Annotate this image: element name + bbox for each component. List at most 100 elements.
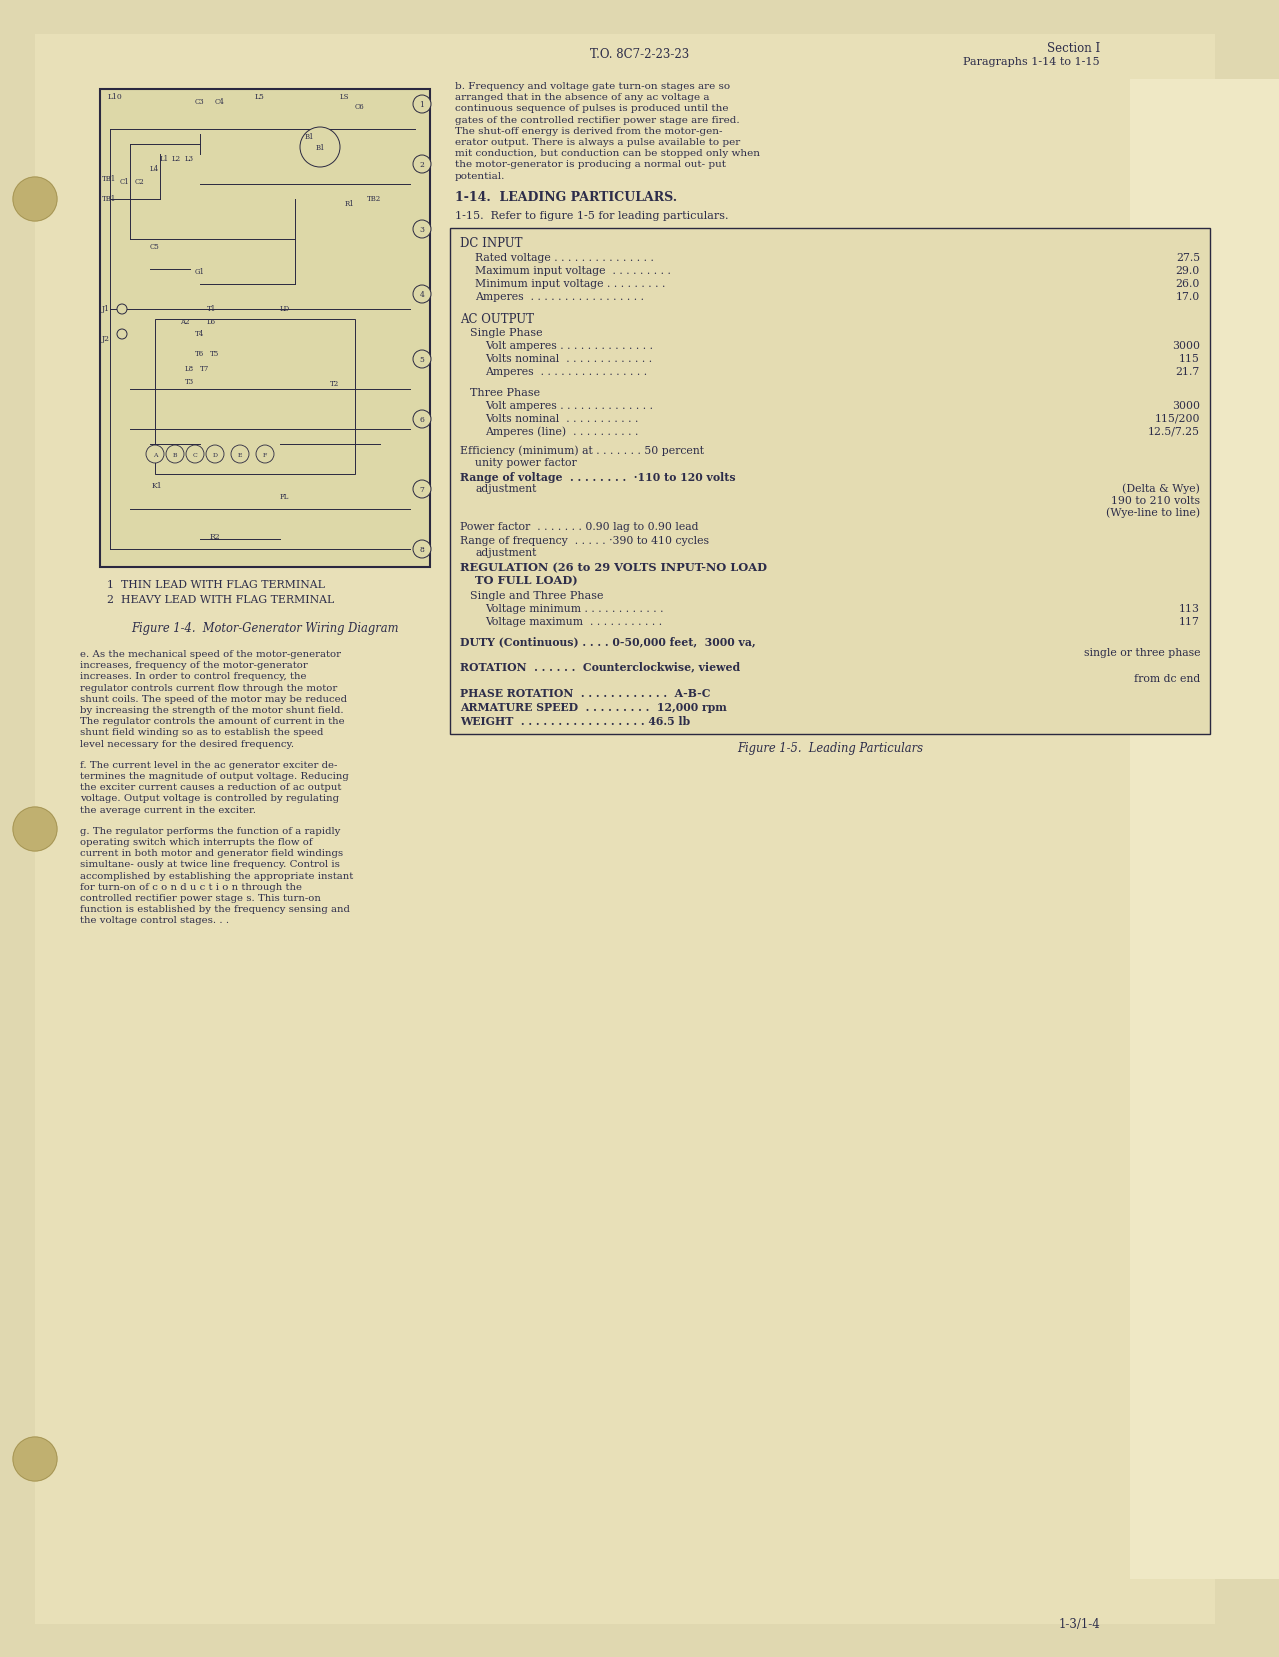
- Text: 115: 115: [1179, 353, 1200, 363]
- Text: L10: L10: [107, 93, 123, 101]
- Text: accomplished by establishing the appropriate instant: accomplished by establishing the appropr…: [81, 872, 353, 880]
- Text: shunt field winding so as to establish the speed: shunt field winding so as to establish t…: [81, 727, 324, 737]
- Circle shape: [206, 446, 224, 464]
- Text: T6: T6: [194, 350, 205, 358]
- Text: TB1: TB1: [102, 176, 116, 182]
- Text: A: A: [152, 452, 157, 457]
- Text: Minimum input voltage . . . . . . . . .: Minimum input voltage . . . . . . . . .: [475, 278, 665, 288]
- Text: J2: J2: [102, 335, 110, 343]
- Text: 190 to 210 volts: 190 to 210 volts: [1111, 495, 1200, 505]
- Text: 2  HEAVY LEAD WITH FLAG TERMINAL: 2 HEAVY LEAD WITH FLAG TERMINAL: [107, 595, 334, 605]
- Circle shape: [301, 128, 340, 167]
- Text: unity power factor: unity power factor: [475, 457, 577, 467]
- Text: C6: C6: [356, 103, 365, 111]
- Text: T4: T4: [194, 330, 205, 338]
- Text: The shut-off energy is derived from the motor-gen-: The shut-off energy is derived from the …: [455, 126, 723, 136]
- Circle shape: [116, 330, 127, 340]
- Circle shape: [413, 220, 431, 239]
- Text: the voltage control stages. . .: the voltage control stages. . .: [81, 916, 229, 925]
- Text: LD: LD: [280, 305, 290, 313]
- Text: 113: 113: [1179, 603, 1200, 613]
- Text: voltage. Output voltage is controlled by regulating: voltage. Output voltage is controlled by…: [81, 794, 339, 804]
- Text: PHASE ROTATION  . . . . . . . . . . . .  A-B-C: PHASE ROTATION . . . . . . . . . . . . A…: [460, 688, 711, 698]
- Text: TB1: TB1: [102, 196, 116, 202]
- Text: 21.7: 21.7: [1175, 366, 1200, 376]
- Circle shape: [413, 351, 431, 370]
- Text: the average current in the exciter.: the average current in the exciter.: [81, 805, 256, 814]
- Text: increases. In order to control frequency, the: increases. In order to control frequency…: [81, 673, 307, 681]
- Circle shape: [166, 446, 184, 464]
- Text: DC INPUT: DC INPUT: [460, 237, 523, 250]
- Text: Range of frequency  . . . . . ·390 to 410 cycles: Range of frequency . . . . . ·390 to 410…: [460, 535, 709, 545]
- Text: B: B: [173, 452, 178, 457]
- Text: Single Phase: Single Phase: [469, 328, 542, 338]
- Text: current in both motor and generator field windings: current in both motor and generator fiel…: [81, 848, 343, 858]
- Text: T7: T7: [200, 365, 210, 373]
- Text: level necessary for the desired frequency.: level necessary for the desired frequenc…: [81, 739, 294, 749]
- Text: single or three phase: single or three phase: [1083, 648, 1200, 658]
- Text: F: F: [263, 452, 267, 457]
- Circle shape: [13, 1437, 58, 1481]
- Text: C: C: [193, 452, 197, 457]
- Text: DUTY (Continuous) . . . . 0-50,000 feet,  3000 va,: DUTY (Continuous) . . . . 0-50,000 feet,…: [460, 635, 756, 646]
- Text: Maximum input voltage  . . . . . . . . .: Maximum input voltage . . . . . . . . .: [475, 265, 671, 275]
- Text: R1: R1: [345, 200, 354, 207]
- Text: T1: T1: [207, 305, 216, 313]
- Text: e. As the mechanical speed of the motor-generator: e. As the mechanical speed of the motor-…: [81, 650, 341, 658]
- Text: function is established by the frequency sensing and: function is established by the frequency…: [81, 905, 350, 913]
- Text: 2: 2: [420, 161, 425, 169]
- Text: 3000: 3000: [1172, 401, 1200, 411]
- Circle shape: [13, 807, 58, 852]
- Text: L5: L5: [255, 93, 265, 101]
- Text: A2: A2: [180, 318, 189, 326]
- Text: 26.0: 26.0: [1175, 278, 1200, 288]
- Text: 7: 7: [420, 486, 425, 494]
- Text: b. Frequency and voltage gate turn-on stages are so: b. Frequency and voltage gate turn-on st…: [455, 81, 730, 91]
- Text: ARMATURE SPEED  . . . . . . . . .  12,000 rpm: ARMATURE SPEED . . . . . . . . . 12,000 …: [460, 701, 726, 713]
- Text: 1-14.  LEADING PARTICULARS.: 1-14. LEADING PARTICULARS.: [455, 191, 677, 204]
- Bar: [1131, 80, 1279, 1579]
- Text: The regulator controls the amount of current in the: The regulator controls the amount of cur…: [81, 717, 344, 726]
- Text: shunt coils. The speed of the motor may be reduced: shunt coils. The speed of the motor may …: [81, 694, 347, 703]
- Circle shape: [413, 156, 431, 174]
- Text: Efficiency (minimum) at . . . . . . . 50 percent: Efficiency (minimum) at . . . . . . . 50…: [460, 446, 703, 456]
- Text: L2: L2: [171, 154, 182, 162]
- Text: arranged that in the absence of any ac voltage a: arranged that in the absence of any ac v…: [455, 93, 710, 103]
- Text: K1: K1: [152, 482, 162, 490]
- Text: 6: 6: [420, 416, 425, 424]
- Text: B1: B1: [304, 133, 315, 141]
- Text: B1: B1: [315, 144, 325, 152]
- Bar: [450, 229, 1210, 734]
- Text: by increasing the strength of the motor shunt field.: by increasing the strength of the motor …: [81, 706, 344, 714]
- Text: Volts nominal  . . . . . . . . . . .: Volts nominal . . . . . . . . . . .: [485, 414, 638, 424]
- Text: termines the magnitude of output voltage. Reducing: termines the magnitude of output voltage…: [81, 772, 349, 780]
- Circle shape: [185, 446, 203, 464]
- Text: Volts nominal  . . . . . . . . . . . . .: Volts nominal . . . . . . . . . . . . .: [485, 353, 652, 363]
- Text: Single and Three Phase: Single and Three Phase: [469, 590, 604, 600]
- Text: L4: L4: [150, 166, 159, 172]
- Circle shape: [413, 540, 431, 558]
- Circle shape: [256, 446, 274, 464]
- Text: Volt amperes . . . . . . . . . . . . . .: Volt amperes . . . . . . . . . . . . . .: [485, 341, 654, 351]
- Text: 1  THIN LEAD WITH FLAG TERMINAL: 1 THIN LEAD WITH FLAG TERMINAL: [107, 580, 325, 590]
- Text: f. The current level in the ac generator exciter de-: f. The current level in the ac generator…: [81, 761, 338, 769]
- Circle shape: [146, 446, 164, 464]
- Text: 4: 4: [420, 292, 425, 298]
- Bar: [155, 320, 356, 474]
- Text: L8: L8: [185, 365, 194, 373]
- Text: ROTATION  . . . . . .  Counterclockwise, viewed: ROTATION . . . . . . Counterclockwise, v…: [460, 661, 741, 673]
- Text: J1: J1: [102, 305, 110, 313]
- Text: T2: T2: [330, 379, 339, 388]
- Text: continuous sequence of pulses is produced until the: continuous sequence of pulses is produce…: [455, 104, 729, 113]
- Text: erator output. There is always a pulse available to per: erator output. There is always a pulse a…: [455, 138, 741, 147]
- Text: Amperes  . . . . . . . . . . . . . . . . .: Amperes . . . . . . . . . . . . . . . . …: [475, 292, 645, 302]
- Text: Range of voltage  . . . . . . . .  ·110 to 120 volts: Range of voltage . . . . . . . . ·110 to…: [460, 472, 735, 482]
- Text: C3: C3: [194, 98, 205, 106]
- Text: regulator controls current flow through the motor: regulator controls current flow through …: [81, 683, 338, 693]
- Text: the exciter current causes a reduction of ac output: the exciter current causes a reduction o…: [81, 782, 341, 792]
- Text: FL: FL: [280, 492, 289, 500]
- Text: for turn-on of c o n d u c t i o n through the: for turn-on of c o n d u c t i o n throu…: [81, 882, 302, 891]
- Text: Power factor  . . . . . . . 0.90 lag to 0.90 lead: Power factor . . . . . . . 0.90 lag to 0…: [460, 522, 698, 532]
- Text: L1: L1: [160, 154, 169, 162]
- Text: 1-15.  Refer to figure 1-5 for leading particulars.: 1-15. Refer to figure 1-5 for leading pa…: [455, 210, 729, 220]
